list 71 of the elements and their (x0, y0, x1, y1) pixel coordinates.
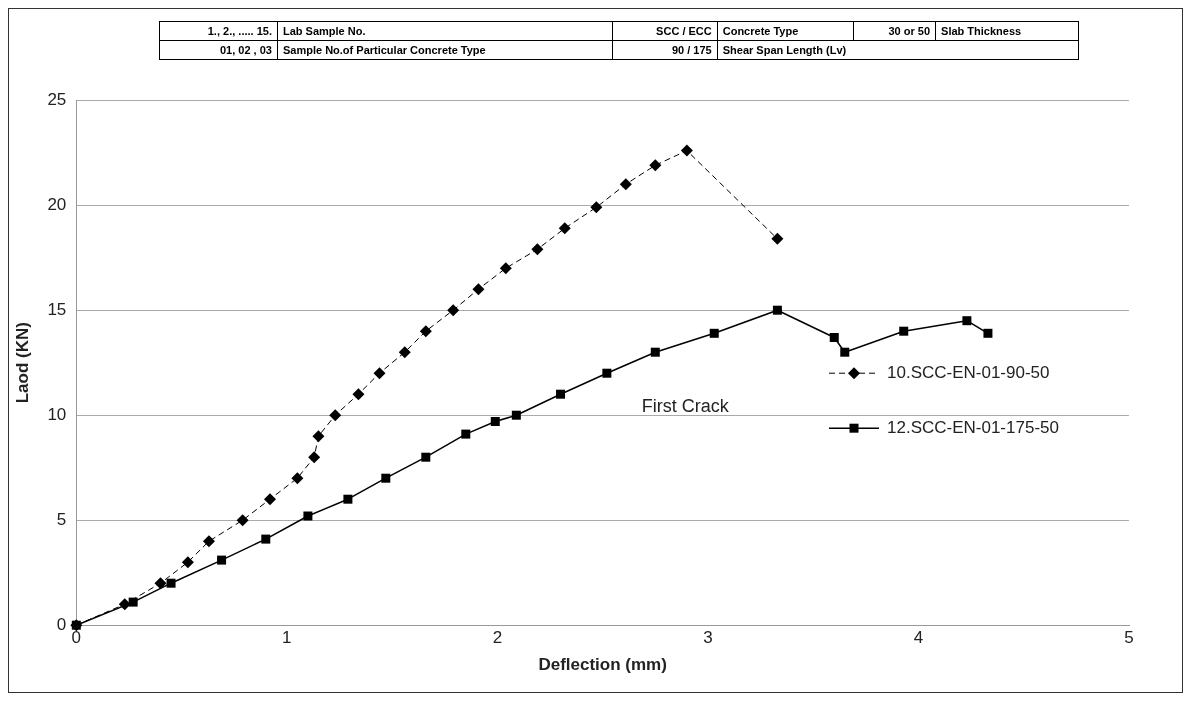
y-tick-label: 25 (47, 89, 67, 109)
point (421, 452, 431, 462)
point (899, 326, 909, 336)
point (261, 534, 271, 544)
point (381, 473, 391, 483)
point (619, 178, 632, 191)
point (166, 578, 176, 588)
point (419, 325, 432, 338)
point (511, 410, 521, 420)
text: 01, 02 , 03 (159, 40, 278, 60)
point (962, 316, 972, 326)
point (650, 347, 660, 357)
point (531, 243, 544, 256)
point (771, 232, 784, 245)
y-axis-title: Laod (KN) (12, 322, 32, 404)
x-tick-label: 5 (1124, 628, 1134, 648)
point (447, 304, 460, 317)
point (558, 222, 571, 235)
y-tick-label: 5 (56, 509, 67, 529)
text: Concrete Type (717, 21, 854, 41)
text: Shear Span Length (Lv) (717, 40, 1079, 60)
text: Lab Sample No. (277, 21, 613, 41)
y-tick-label: 0 (56, 614, 67, 634)
annotation: First Crack (641, 396, 730, 417)
text: Slab Thickness (935, 21, 1079, 41)
text: 90 / 175 (612, 40, 718, 60)
point (181, 556, 194, 569)
point (472, 283, 485, 296)
point (649, 159, 662, 172)
point (343, 494, 353, 504)
point (709, 328, 719, 338)
x-tick-label: 1 (282, 628, 292, 648)
text: SCC / ECC (612, 21, 718, 41)
point (217, 555, 227, 565)
point (128, 597, 138, 607)
point (590, 201, 603, 214)
point (264, 493, 276, 506)
point (154, 577, 167, 590)
text: 1., 2., ..... 15. (159, 21, 278, 41)
point (983, 328, 993, 338)
y-tick-label: 10 (47, 404, 67, 424)
legend-label: 10.SCC-EN-01-90-50 (887, 362, 1050, 382)
point (680, 144, 693, 157)
x-tick-label: 2 (492, 628, 503, 648)
y-tick-label: 15 (47, 299, 67, 319)
point (602, 368, 612, 378)
point (303, 511, 313, 521)
point (840, 347, 850, 357)
point (291, 472, 304, 485)
point (829, 333, 839, 342)
point (308, 451, 321, 464)
point (499, 262, 512, 275)
x-tick-label: 0 (71, 628, 82, 648)
x-axis-title: Deflection (mm) (538, 655, 667, 675)
point (202, 535, 215, 548)
point (373, 367, 386, 380)
point (556, 389, 566, 399)
point (236, 514, 249, 527)
point (772, 305, 782, 315)
x-tick-label: 4 (913, 628, 924, 648)
legend-label: 12.SCC-EN-01-175-50 (887, 417, 1059, 437)
point (461, 429, 471, 439)
point (312, 430, 325, 443)
y-tick-label: 20 (47, 194, 67, 214)
point (329, 409, 342, 422)
point (490, 417, 500, 426)
point (352, 388, 365, 401)
text: Sample No.of Particular Concrete Type (277, 40, 613, 60)
point (398, 346, 411, 359)
x-tick-label: 3 (703, 628, 713, 648)
text: 30 or 50 (853, 21, 936, 41)
